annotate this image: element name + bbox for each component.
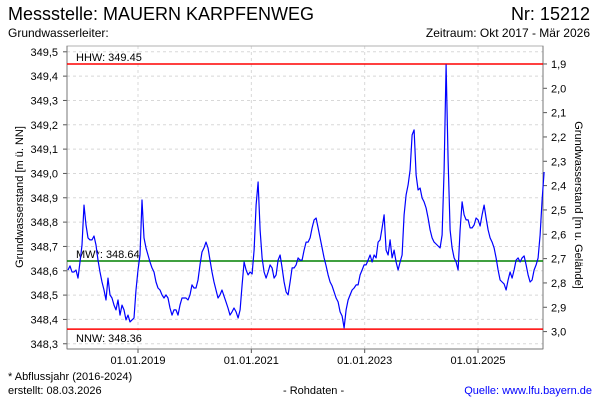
footnote: * Abflussjahr (2016-2024)	[8, 371, 133, 383]
y-tick-label: 348,9	[30, 193, 58, 205]
x-tick-label: 01.01.2021	[224, 355, 279, 367]
y2-tick-label: 2,8	[551, 278, 566, 290]
y2-tick-label: 3,0	[551, 327, 566, 339]
reference-line-label: MW*: 348.64	[76, 249, 140, 261]
y-tick-label: 349,5	[30, 47, 58, 59]
chart-title: Messstelle: MAUERN KARPFENWEG	[8, 4, 315, 24]
y-tick-label: 348,3	[30, 339, 58, 351]
reference-line-label: HHW: 349.45	[76, 52, 142, 64]
created-date: erstellt: 08.03.2026	[8, 385, 102, 397]
aquifer-label: Grundwasserleiter:	[8, 26, 109, 40]
y2-tick-label: 1,9	[551, 59, 566, 71]
y2-tick-label: 2,0	[551, 83, 566, 95]
y-tick-label: 349,4	[30, 71, 58, 83]
y2-tick-label: 2,7	[551, 254, 566, 266]
period-label: Zeitraum: Okt 2017 - Mär 2026	[425, 26, 590, 40]
series-line	[67, 64, 545, 329]
y-tick-label: 349,3	[30, 95, 58, 107]
y-tick-label: 349,1	[30, 144, 58, 156]
y2-tick-label: 2,4	[551, 181, 566, 193]
y2-tick-label: 2,1	[551, 108, 566, 120]
y-tick-label: 348,6	[30, 266, 58, 278]
y-tick-label: 348,8	[30, 217, 58, 229]
y2-axis-title: Grundwasserstand [m u. Gelände]	[572, 121, 584, 289]
x-tick-label: 01.01.2025	[450, 355, 505, 367]
y2-tick-label: 2,3	[551, 156, 566, 168]
station-number: Nr: 15212	[510, 4, 590, 24]
y-tick-label: 349,2	[30, 120, 58, 132]
y2-tick-label: 2,9	[551, 302, 566, 314]
y2-tick-label: 2,5	[551, 205, 566, 217]
reference-line-label: NNW: 348.36	[76, 333, 142, 345]
y-axis-title: Grundwasserstand [m ü. NN]	[14, 126, 26, 268]
y2-tick-label: 2,2	[551, 132, 566, 144]
y-tick-label: 348,5	[30, 290, 58, 302]
x-tick-label: 01.01.2023	[337, 355, 392, 367]
y-tick-label: 348,7	[30, 241, 58, 253]
y-tick-label: 348,4	[30, 314, 58, 326]
y2-tick-label: 2,6	[551, 229, 566, 241]
data-type-label: - Rohdaten -	[283, 385, 345, 397]
x-tick-label: 01.01.2019	[110, 355, 165, 367]
y-tick-label: 349,0	[30, 168, 58, 180]
source-link[interactable]: Quelle: www.lfu.bayern.de	[464, 385, 592, 397]
